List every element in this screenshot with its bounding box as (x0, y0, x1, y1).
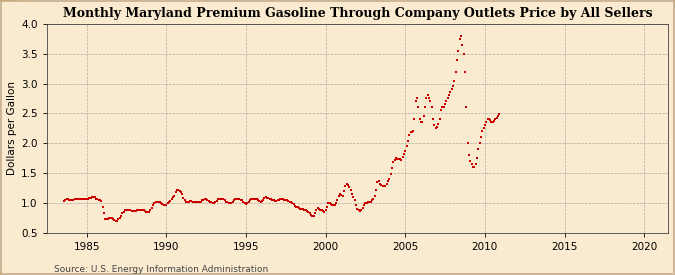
Text: Source: U.S. Energy Information Administration: Source: U.S. Energy Information Administ… (54, 265, 268, 274)
Title: Monthly Maryland Premium Gasoline Through Company Outlets Price by All Sellers: Monthly Maryland Premium Gasoline Throug… (63, 7, 652, 20)
Y-axis label: Dollars per Gallon: Dollars per Gallon (7, 81, 17, 175)
